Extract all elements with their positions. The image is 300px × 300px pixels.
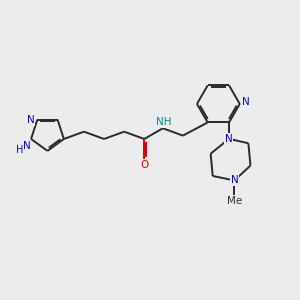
Text: N: N — [225, 134, 232, 144]
Text: Me: Me — [227, 196, 242, 206]
Text: N: N — [23, 140, 31, 151]
Text: O: O — [140, 160, 148, 170]
Text: H: H — [16, 145, 23, 155]
Text: NH: NH — [156, 117, 171, 127]
Text: N: N — [242, 98, 250, 107]
Text: N: N — [230, 176, 238, 185]
Text: N: N — [27, 115, 35, 125]
